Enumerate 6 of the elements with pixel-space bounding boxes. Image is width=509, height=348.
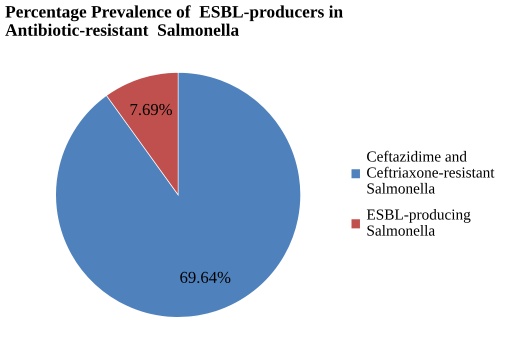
- data-label: 7.69%: [130, 104, 172, 116]
- data-label: 69.64%: [180, 272, 230, 284]
- chart-title: Percentage Prevalence of ESBL-producers in Antibiotic-resistant Salmonella: [5, 5, 343, 36]
- pie-slice: [55, 72, 301, 318]
- legend-label: Ceftazidime and Ceftriaxone-resistant Salmonella: [367, 150, 494, 194]
- legend-label: ESBL-producing Salmonella: [366, 208, 471, 236]
